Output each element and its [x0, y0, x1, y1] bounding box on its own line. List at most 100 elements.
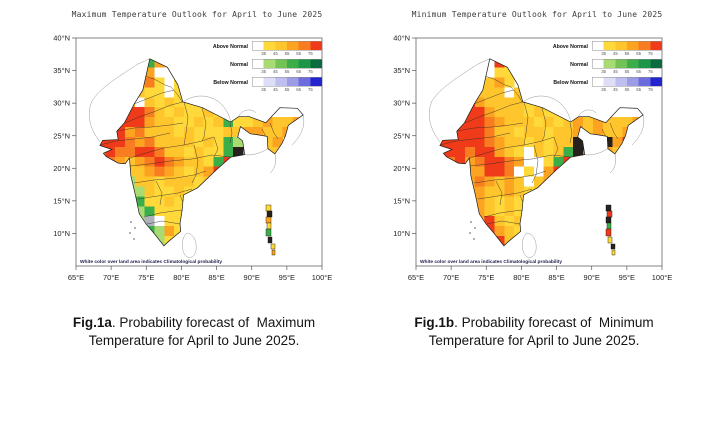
map-cell	[484, 127, 495, 138]
map-cell	[164, 176, 175, 187]
legend-color-swatch	[603, 77, 616, 86]
map-cell	[184, 176, 195, 187]
legend-color-swatch	[275, 59, 287, 68]
island-cell	[265, 204, 272, 212]
map-cell	[154, 77, 165, 88]
lat-tick-label: 10°N	[393, 229, 410, 238]
map-cell	[494, 58, 505, 68]
map-cell	[115, 127, 126, 138]
caption-min-line1: . Probability forecast of Minimum	[454, 315, 654, 330]
map-cell	[272, 146, 283, 158]
legend-tick-label: 65	[636, 69, 641, 74]
map-cell	[474, 127, 485, 138]
map-cell	[494, 107, 505, 118]
map-cell	[533, 136, 545, 148]
legend-tick-label: 65	[296, 51, 301, 56]
map-cell	[474, 206, 485, 217]
map-cell	[494, 136, 505, 148]
map-cell	[125, 77, 136, 88]
map-cell	[602, 117, 613, 128]
map-cell	[514, 176, 525, 187]
map-cell	[164, 87, 175, 98]
map-frame	[415, 37, 663, 267]
legend-color-swatch	[275, 77, 287, 86]
map-cell	[174, 166, 185, 177]
map-cell	[115, 97, 126, 108]
map-cell	[99, 127, 106, 138]
map-note: White color over land area indicates Cli…	[80, 259, 222, 265]
map-cell	[533, 186, 545, 197]
map-cell	[504, 127, 515, 138]
map-cell	[134, 216, 145, 227]
map-cell	[455, 117, 466, 128]
state-borders	[99, 73, 279, 225]
map-cell	[484, 58, 495, 68]
map-cell	[455, 97, 466, 108]
map-cell	[99, 117, 106, 128]
map-cell	[144, 236, 155, 246]
legend-color-swatch	[310, 59, 322, 68]
legend-tick-label: 55	[285, 69, 290, 74]
lat-tick-label: 25°N	[393, 131, 410, 140]
map-cell	[154, 186, 165, 197]
map-cell	[484, 186, 495, 197]
map-cell	[612, 146, 623, 158]
map-cell	[184, 156, 195, 168]
island-cell	[265, 228, 272, 237]
map-cell	[203, 156, 214, 168]
map-cell	[504, 107, 515, 118]
lon-tick-label: 75°E	[138, 273, 154, 282]
map-cell	[164, 156, 175, 168]
map-cell	[134, 136, 145, 148]
map-cell	[213, 166, 224, 177]
map-cell	[533, 166, 545, 177]
map-cell	[193, 117, 205, 128]
legend-colorbar-border	[251, 58, 323, 69]
legend-color-swatch	[263, 59, 276, 68]
map-cell	[184, 107, 195, 118]
lat-axis: 40°N 35°N 30°N 25°N 20°N 15°N 10°N	[393, 34, 416, 238]
map-cell	[553, 136, 564, 148]
map-cell	[494, 117, 505, 128]
island-cell	[605, 216, 612, 224]
map-cell	[494, 196, 505, 207]
map-cell	[504, 77, 515, 88]
map-cell	[125, 196, 136, 207]
min-temp-map: White color over land area indicates Cli…	[393, 34, 672, 282]
map-cell	[134, 176, 145, 187]
map-cell	[125, 58, 136, 68]
map-cell	[495, 246, 505, 256]
map-cell	[154, 196, 165, 207]
island-cell	[266, 222, 272, 230]
map-cell	[134, 58, 145, 68]
map-cell	[105, 107, 116, 118]
map-cell	[465, 136, 476, 148]
map-cell	[213, 156, 224, 168]
map-cell	[125, 136, 136, 148]
legend-color-swatch	[638, 59, 651, 68]
lon-tick-label: 80°E	[513, 273, 529, 282]
lon-axis: 65°E 70°E 75°E 80°E 85°E 90°E 95°E 100°E	[408, 266, 672, 282]
map-cell	[144, 107, 155, 118]
map-cell	[484, 176, 495, 187]
lat-tick-label: 35°N	[393, 66, 410, 75]
lon-tick-label: 90°E	[244, 273, 260, 282]
island-cell	[129, 232, 131, 234]
legend-color-swatch	[627, 59, 639, 68]
legend-colorbar	[591, 40, 663, 51]
map-cell	[213, 146, 224, 158]
map-cell	[553, 146, 564, 158]
island-cell	[610, 243, 616, 250]
lat-tick-label: 15°N	[393, 196, 410, 205]
map-cell	[134, 196, 145, 207]
map-cell	[164, 216, 175, 227]
map-cell	[184, 206, 195, 217]
map-cell	[134, 146, 145, 158]
map-cell	[99, 107, 106, 118]
map-cell	[494, 87, 505, 98]
legend-color-swatch	[298, 41, 311, 50]
map-cell	[474, 166, 485, 177]
map-cell	[573, 156, 584, 168]
map-cell	[99, 136, 106, 148]
legend-row-label: Below Normal	[213, 80, 248, 86]
